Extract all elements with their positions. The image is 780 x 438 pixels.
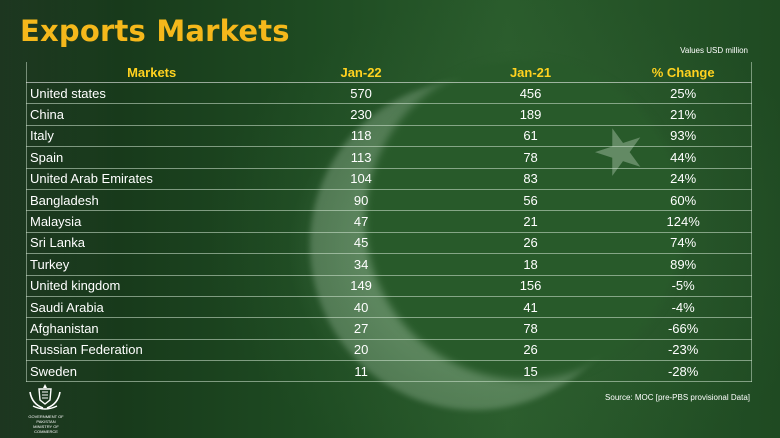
- cell-market: Russian Federation: [26, 339, 277, 362]
- cell-market: Saudi Arabia: [26, 296, 277, 319]
- cell-market: United states: [26, 82, 277, 105]
- cell-change: 124%: [615, 210, 753, 233]
- cell-jan21: 21: [445, 210, 616, 233]
- cell-market: Turkey: [26, 253, 277, 276]
- cell-jan21: 78: [445, 317, 616, 340]
- table-row: Malaysia 47 21 124%: [26, 210, 753, 233]
- cell-change: 74%: [615, 232, 753, 255]
- ministry-label: GOVERNMENT OF PAKISTAN MINISTRY OF COMME…: [22, 414, 70, 434]
- cell-change: 21%: [615, 103, 753, 126]
- cell-change: 25%: [615, 82, 753, 105]
- cell-market: Spain: [26, 146, 277, 169]
- cell-market: Afghanistan: [26, 317, 277, 340]
- page-title: Exports Markets: [20, 14, 290, 48]
- state-emblem-icon: [29, 384, 61, 410]
- cell-jan21: 15: [445, 360, 616, 383]
- cell-market: Sweden: [26, 360, 277, 383]
- cell-market: Malaysia: [26, 210, 277, 233]
- table-row: United Arab Emirates 104 83 24%: [26, 168, 753, 190]
- cell-jan22: 90: [276, 189, 446, 212]
- cell-change: 24%: [615, 168, 753, 190]
- cell-jan21: 189: [445, 103, 616, 126]
- table-row: Russian Federation 20 26 -23%: [26, 339, 753, 362]
- table-row: United states 570 456 25%: [26, 82, 753, 105]
- table-row: Spain 113 78 44%: [26, 146, 753, 169]
- table-row: China 230 189 21%: [26, 103, 753, 126]
- cell-jan21: 56: [445, 189, 616, 212]
- cell-jan22: 118: [276, 125, 446, 148]
- table-row: Saudi Arabia 40 41 -4%: [26, 296, 753, 319]
- table-row: United kingdom 149 156 -5%: [26, 275, 753, 297]
- table-row: Sri Lanka 45 26 74%: [26, 232, 753, 255]
- cell-jan21: 156: [445, 275, 616, 297]
- cell-jan22: 11: [276, 360, 446, 383]
- cell-jan22: 40: [276, 296, 446, 319]
- cell-jan22: 20: [276, 339, 446, 362]
- cell-change: -5%: [615, 275, 753, 297]
- cell-market: United kingdom: [26, 275, 277, 297]
- ministry-label-line-1: GOVERNMENT OF PAKISTAN: [28, 414, 64, 424]
- cell-change: 93%: [615, 125, 753, 148]
- cell-change: 44%: [615, 146, 753, 169]
- cell-jan22: 34: [276, 253, 446, 276]
- column-header-jan22: Jan-22: [276, 62, 446, 83]
- cell-jan21: 83: [445, 168, 616, 190]
- table-row: Bangladesh 90 56 60%: [26, 189, 753, 212]
- cell-jan22: 45: [276, 232, 446, 255]
- source-note: Source: MOC [pre-PBS provisional Data]: [605, 393, 750, 402]
- cell-jan22: 113: [276, 146, 446, 169]
- table-header-row: Markets Jan-22 Jan-21 % Change: [26, 62, 753, 83]
- cell-jan21: 78: [445, 146, 616, 169]
- cell-market: China: [26, 103, 277, 126]
- cell-jan21: 18: [445, 253, 616, 276]
- column-header-change: % Change: [615, 62, 753, 83]
- cell-change: -66%: [615, 317, 753, 340]
- cell-jan22: 27: [276, 317, 446, 340]
- cell-jan22: 47: [276, 210, 446, 233]
- cell-jan21: 61: [445, 125, 616, 148]
- cell-change: -28%: [615, 360, 753, 383]
- cell-change: 60%: [615, 189, 753, 212]
- table-body: United states 570 456 25% China 230 189 21% Ital…: [26, 82, 753, 383]
- cell-jan21: 26: [445, 339, 616, 362]
- cell-change: -23%: [615, 339, 753, 362]
- table-row: Turkey 34 18 89%: [26, 253, 753, 276]
- column-header-jan21: Jan-21: [445, 62, 616, 83]
- cell-jan22: 230: [276, 103, 446, 126]
- cell-jan22: 570: [276, 82, 446, 105]
- cell-jan21: 41: [445, 296, 616, 319]
- cell-change: 89%: [615, 253, 753, 276]
- cell-market: Bangladesh: [26, 189, 277, 212]
- table-row: Italy 118 61 93%: [26, 125, 753, 148]
- table-row: Afghanistan 27 78 -66%: [26, 317, 753, 340]
- cell-change: -4%: [615, 296, 753, 319]
- table-row: Sweden 11 15 -28%: [26, 360, 753, 383]
- cell-market: Sri Lanka: [26, 232, 277, 255]
- ministry-label-line-2: MINISTRY OF COMMERCE: [33, 424, 59, 434]
- units-note: Values USD million: [680, 46, 748, 55]
- cell-jan22: 104: [276, 168, 446, 190]
- cell-market: Italy: [26, 125, 277, 148]
- cell-jan22: 149: [276, 275, 446, 297]
- cell-market: United Arab Emirates: [26, 168, 277, 190]
- cell-jan21: 456: [445, 82, 616, 105]
- cell-jan21: 26: [445, 232, 616, 255]
- column-header-markets: Markets: [26, 62, 277, 83]
- exports-table: Markets Jan-22 Jan-21 % Change United st…: [26, 62, 753, 383]
